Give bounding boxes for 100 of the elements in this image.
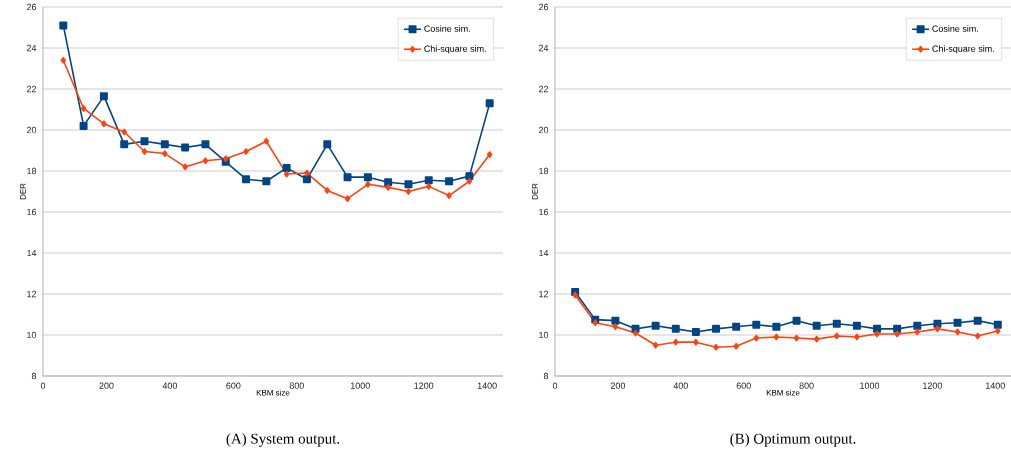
y-tick-label: 8	[543, 372, 549, 380]
point	[162, 150, 168, 157]
y-tick-label: 24	[26, 44, 37, 52]
x-tick-label: 800	[289, 382, 304, 389]
y-tick-label: 16	[27, 208, 37, 216]
y-tick-label: 14	[539, 249, 549, 257]
y-tick-label: 12	[27, 290, 37, 298]
y-tick-label: 18	[539, 167, 549, 175]
y-tick-label: 14	[27, 249, 37, 257]
point	[202, 157, 209, 165]
point	[652, 341, 659, 349]
x-tick-label: 0	[40, 382, 46, 389]
x-tick-label: 400	[162, 382, 178, 389]
point	[140, 137, 149, 146]
point	[485, 99, 494, 108]
point	[426, 182, 432, 190]
point	[304, 169, 310, 177]
x-tick-label: 1200	[923, 382, 943, 389]
point	[612, 323, 619, 331]
point	[344, 195, 351, 203]
point	[141, 148, 148, 155]
point	[632, 329, 639, 337]
point	[424, 176, 433, 185]
x-tick-label: 1000	[350, 382, 370, 389]
point	[572, 291, 578, 299]
point	[405, 188, 412, 195]
point	[343, 173, 352, 182]
point	[404, 180, 413, 189]
point	[792, 316, 801, 325]
point	[182, 163, 188, 171]
point	[671, 324, 680, 333]
point	[282, 163, 291, 172]
point	[243, 148, 249, 155]
point	[673, 338, 679, 346]
point	[363, 173, 372, 182]
point	[120, 140, 129, 149]
point	[854, 333, 860, 341]
point	[611, 316, 620, 325]
legend-label: Chi-square sim.	[932, 45, 994, 54]
y-tick-label: 12	[539, 290, 549, 298]
point	[99, 92, 108, 101]
y-tick-label: 26	[538, 3, 549, 11]
point	[365, 180, 371, 188]
x-tick-label: 200	[99, 382, 114, 389]
point	[995, 327, 1001, 335]
x-tick-label: 1400	[477, 382, 497, 389]
x-tick-label: 0	[552, 382, 558, 389]
point	[283, 170, 290, 178]
point	[733, 342, 739, 350]
point	[201, 140, 210, 149]
point	[466, 177, 473, 185]
point	[101, 120, 107, 128]
y-tick-label: 24	[538, 44, 549, 52]
point	[894, 330, 900, 338]
point	[59, 21, 68, 30]
legend-label: Cosine sim.	[424, 25, 470, 32]
y-tick-label: 20	[538, 126, 549, 134]
point	[934, 325, 941, 333]
point	[852, 321, 861, 330]
point	[893, 324, 902, 333]
point	[873, 324, 882, 333]
x-tick-label: 600	[226, 382, 241, 389]
point	[812, 321, 821, 330]
point	[384, 178, 393, 187]
y-tick-label: 20	[26, 126, 37, 134]
legend-label: Chi-square sim.	[424, 45, 486, 54]
point	[80, 105, 87, 112]
point	[813, 335, 820, 343]
point	[693, 338, 699, 346]
point	[713, 343, 719, 351]
point	[242, 175, 251, 184]
legend-label: Cosine sim.	[932, 25, 978, 32]
point	[445, 177, 454, 186]
point	[712, 324, 721, 333]
y-tick-label: 26	[26, 3, 37, 11]
text: (A) System output.	[226, 433, 340, 447]
point	[651, 321, 660, 330]
point	[953, 318, 962, 327]
point	[691, 327, 700, 336]
point	[121, 128, 127, 136]
point	[834, 332, 840, 340]
y-tick-label: 10	[539, 331, 549, 339]
point	[974, 332, 981, 340]
point	[486, 151, 493, 158]
point	[263, 137, 270, 145]
point	[954, 328, 961, 336]
x-tick-label: 800	[799, 382, 814, 389]
x-tick-label: 200	[610, 382, 626, 389]
point	[60, 56, 67, 64]
x-tick-label: 400	[673, 382, 688, 389]
x-tick-label: 1400	[986, 382, 1005, 389]
point	[465, 172, 474, 181]
y-tick-label: 18	[27, 167, 37, 175]
point	[323, 140, 332, 149]
y-tick-label: 8	[31, 372, 37, 380]
point	[832, 319, 841, 328]
point	[933, 319, 942, 328]
point	[324, 187, 330, 194]
point	[262, 177, 271, 186]
y-tick-label: 10	[27, 331, 37, 339]
